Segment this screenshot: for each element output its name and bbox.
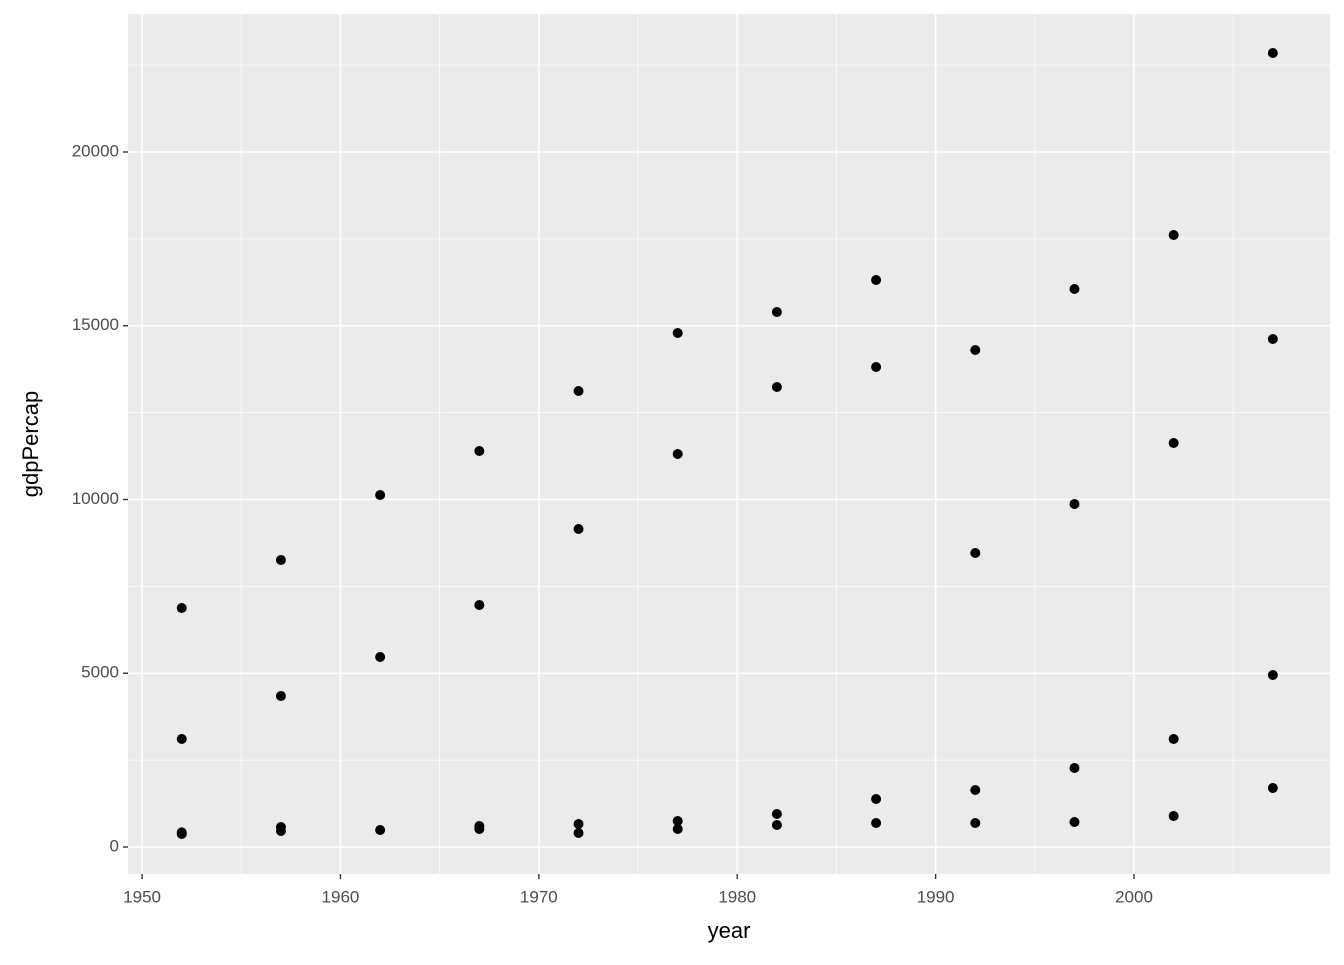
x-tick-label: 2000 [1115,887,1153,906]
y-axis-title: gdpPercap [18,391,43,497]
point [1168,437,1179,448]
y-tick-label: 5000 [81,663,119,682]
point [672,816,683,827]
point [176,733,187,744]
point [1069,817,1080,828]
point [573,827,584,838]
point [970,817,981,828]
point [970,785,981,796]
point [1267,333,1278,344]
point [275,691,286,702]
point [871,794,882,805]
x-tick-label: 1960 [322,887,360,906]
y-tick-label: 0 [110,836,119,855]
point [474,823,485,834]
plot-panel [128,14,1330,874]
point [970,345,981,356]
point [1168,733,1179,744]
x-tick-label: 1970 [520,887,558,906]
point [573,818,584,829]
point [375,490,386,501]
point [1267,782,1278,793]
point [573,523,584,534]
x-tick-label: 1950 [123,887,161,906]
y-tick-label: 10000 [72,489,119,508]
x-tick-label: 1980 [718,887,756,906]
point [1267,669,1278,680]
point [375,651,386,662]
point [1069,498,1080,509]
point [375,825,386,836]
point [1069,283,1080,294]
point [275,554,286,565]
x-axis-title: year [708,918,751,943]
point [573,386,584,397]
point [672,328,683,339]
point [1267,47,1278,58]
point [771,306,782,317]
point [1069,763,1080,774]
point [176,602,187,613]
x-tick-label: 1990 [917,887,955,906]
point [176,828,187,839]
point [871,817,882,828]
point [275,826,286,837]
point [474,445,485,456]
point [871,361,882,372]
point [970,548,981,559]
y-tick-label: 20000 [72,141,119,160]
point [771,382,782,393]
point [871,274,882,285]
point [1168,229,1179,240]
point [771,820,782,831]
point [771,808,782,819]
point [672,449,683,460]
point [474,599,485,610]
y-tick-label: 15000 [72,315,119,334]
point [672,823,683,834]
point [1168,811,1179,822]
